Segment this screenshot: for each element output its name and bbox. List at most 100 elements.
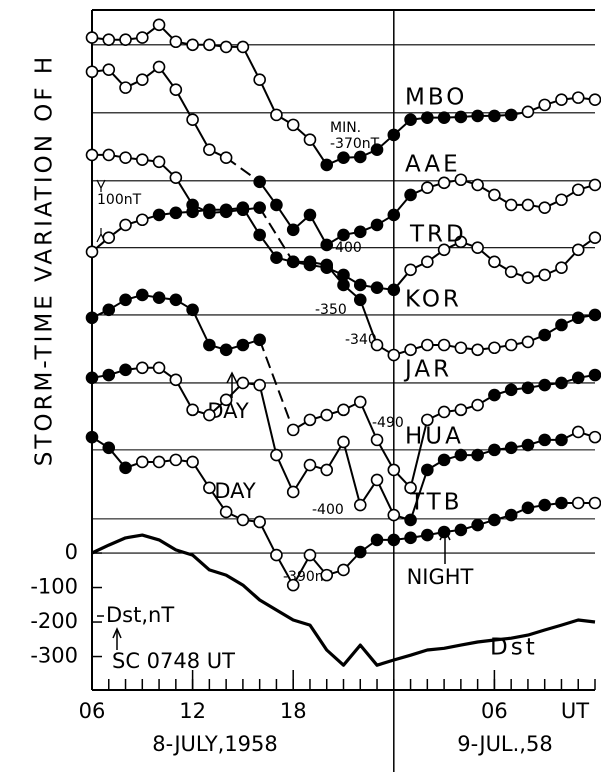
dst-trace [91,533,596,667]
data-point [169,35,183,49]
data-point [169,373,183,387]
data-point [370,281,384,295]
data-point [169,293,183,307]
data-point [504,265,518,279]
x-axis-label: 8-JULY,1958 [152,732,278,756]
data-point [320,258,334,272]
data-point [588,368,601,382]
data-point [538,498,552,512]
data-point [521,501,535,515]
annotation: SC 0748 UT [112,649,235,673]
scale-arrow [96,179,106,192]
annotation: MIN. [330,120,361,136]
data-point [236,40,250,54]
data-point [387,508,401,522]
data-point [102,368,116,382]
data-point [353,545,367,559]
data-point [337,435,350,449]
data-point [504,383,518,397]
data-point [521,438,535,452]
data-point [203,338,216,352]
data-point [421,413,434,427]
data-point [370,338,384,352]
data-point [521,105,535,119]
data-point [85,371,99,385]
data-point [387,463,401,477]
data-point [437,111,451,124]
data-point [504,441,518,455]
y-tick-label: -200 [30,609,78,633]
data-point [236,201,250,214]
data-point [119,461,132,475]
data-point [253,378,266,392]
data-point [588,430,601,444]
data-point [404,263,417,277]
data-point [555,93,568,107]
data-point [488,341,501,355]
data-point [102,148,116,162]
data-point [571,371,585,385]
data-point [186,455,199,469]
data-point [102,303,116,317]
annotation: -490 [372,415,404,431]
data-point [253,228,266,242]
data-point [404,113,417,127]
data-point [219,505,233,519]
data-point [169,83,183,96]
data-point [454,403,468,417]
data-point [538,268,552,282]
data-point [488,255,501,269]
annotation: -400 [312,502,344,518]
data-point [387,128,401,142]
data-point [488,109,501,123]
data-point [119,81,132,94]
data-point [152,291,166,305]
data-point [320,408,334,422]
data-point [186,113,199,127]
data-point [404,531,417,545]
data-point [538,433,552,447]
data-point [387,208,401,222]
data-point [504,338,518,352]
data-point [286,423,300,437]
arrow-head [226,371,238,384]
data-point [270,548,283,562]
data-point [85,65,99,79]
data-point [421,111,434,124]
data-point [337,403,350,417]
data-point [538,98,552,112]
data-point [119,33,132,46]
data-point [320,238,334,252]
y-tick-label: -100 [30,575,78,599]
data-point [471,109,484,123]
annotation: -350 [315,302,347,318]
data-point [421,181,434,194]
data-point [219,203,233,217]
data-point [571,311,585,325]
data-point [136,31,149,44]
data-point [169,206,183,220]
data-point [521,271,535,285]
data-point [454,235,468,249]
data-point [203,481,216,495]
data-point [136,153,149,167]
annotation: 100nT [97,192,142,208]
x-tick-label: 06 [481,699,508,723]
annotation: DAY [214,479,256,503]
data-point [320,568,334,582]
gap-bridge [258,207,295,263]
data-point [136,288,149,302]
data-point [270,251,283,265]
data-point [136,455,149,469]
data-point [471,241,484,255]
data-point [203,143,216,157]
data-point [219,343,233,357]
station-label: Dst [490,635,538,661]
station-label: TRD [409,222,467,248]
data-point [152,208,166,222]
data-point [119,218,132,232]
data-point [219,393,233,407]
data-point [538,378,552,392]
